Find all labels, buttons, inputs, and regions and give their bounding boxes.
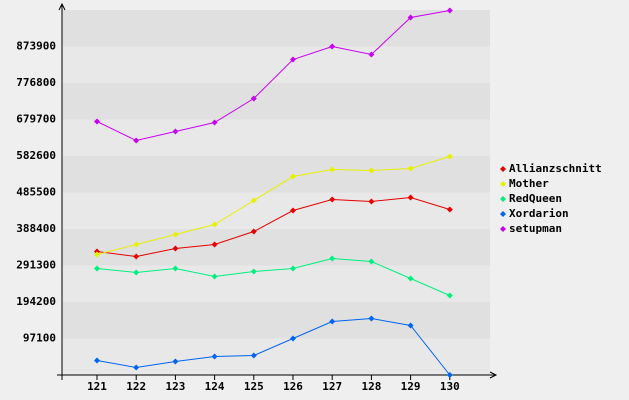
data-point	[446, 206, 453, 213]
data-point	[407, 275, 414, 282]
data-point	[290, 207, 296, 214]
legend-marker	[500, 196, 506, 202]
grid-band	[62, 192, 490, 229]
data-point	[211, 119, 218, 126]
legend-label: RedQueen	[509, 192, 562, 205]
data-point	[407, 194, 414, 201]
data-point	[94, 251, 100, 258]
data-point	[211, 221, 218, 228]
data-point	[172, 128, 179, 135]
data-point	[250, 95, 257, 102]
x-tick-label: 123	[165, 380, 185, 393]
grid-band	[62, 302, 490, 339]
data-point	[407, 322, 414, 329]
legend-marker	[500, 166, 506, 172]
legend-label: Xordarion	[509, 207, 569, 220]
data-point	[211, 241, 218, 248]
y-tick-label: 291300	[16, 259, 56, 272]
x-tick-label: 121	[87, 380, 107, 393]
data-point	[133, 137, 140, 144]
data-point	[172, 358, 179, 365]
legend-label: setupman	[509, 222, 562, 235]
series-line	[96, 258, 450, 296]
series-line	[96, 317, 451, 376]
series-line	[96, 196, 450, 258]
data-point	[250, 197, 257, 204]
data-point	[250, 228, 257, 235]
data-point	[446, 372, 453, 378]
x-tick-label: 129	[401, 380, 421, 393]
grid-band	[62, 338, 490, 375]
y-tick-label: 485500	[16, 186, 56, 199]
data-point	[329, 196, 336, 203]
x-tick-label: 127	[322, 380, 342, 393]
data-point	[290, 56, 296, 63]
grid-band	[62, 83, 490, 120]
legend-marker	[500, 226, 506, 232]
data-point	[407, 165, 414, 172]
data-point	[172, 231, 179, 238]
data-point	[133, 241, 140, 248]
data-point	[329, 43, 336, 50]
grid-band	[62, 10, 490, 47]
data-point	[446, 153, 453, 160]
y-tick-label: 776800	[16, 76, 56, 89]
y-tick-label: 194200	[16, 295, 56, 308]
data-point	[94, 248, 100, 255]
data-point	[290, 265, 296, 272]
data-point	[250, 352, 257, 359]
x-axis-arrow	[489, 371, 498, 379]
x-tick-label: 122	[126, 380, 146, 393]
data-point	[211, 273, 218, 280]
data-point	[133, 269, 140, 276]
grid-band	[62, 229, 490, 266]
y-tick-label: 97100	[23, 332, 56, 345]
x-tick-label: 125	[244, 380, 264, 393]
data-point	[329, 318, 336, 325]
data-point	[211, 353, 218, 360]
grid-band	[62, 119, 490, 156]
legend-marker	[500, 181, 506, 187]
data-point	[133, 253, 140, 260]
data-point	[329, 255, 336, 262]
legend-marker	[500, 211, 506, 217]
data-point	[290, 173, 296, 180]
data-point	[172, 245, 179, 252]
data-point	[368, 167, 375, 174]
x-tick-label: 128	[361, 380, 381, 393]
y-tick-label: 873900	[16, 40, 56, 53]
data-point	[250, 268, 257, 275]
data-point	[94, 357, 100, 364]
series-line	[96, 156, 450, 256]
data-point	[94, 265, 100, 272]
data-point	[329, 166, 336, 173]
x-tick-label: 130	[440, 380, 460, 393]
data-point	[368, 315, 375, 322]
x-tick-label: 126	[283, 380, 303, 393]
data-point	[368, 51, 375, 58]
data-point	[94, 118, 100, 125]
x-tick-label: 124	[205, 380, 225, 393]
data-point	[133, 364, 140, 371]
y-axis-arrow	[58, 2, 66, 11]
legend-label: Allianzschnitt	[509, 162, 602, 175]
data-point	[446, 7, 453, 14]
data-point	[368, 258, 375, 265]
legend-label: Mother	[509, 177, 549, 190]
y-tick-label: 582600	[16, 149, 56, 162]
y-tick-label: 388400	[16, 222, 56, 235]
y-tick-label: 679700	[16, 113, 56, 126]
grid-band	[62, 46, 490, 83]
data-point	[368, 198, 375, 205]
data-point	[407, 14, 414, 21]
data-point	[172, 265, 179, 272]
data-point	[446, 292, 453, 299]
grid-band	[62, 265, 490, 302]
series-line	[96, 10, 450, 142]
data-point	[290, 335, 296, 342]
